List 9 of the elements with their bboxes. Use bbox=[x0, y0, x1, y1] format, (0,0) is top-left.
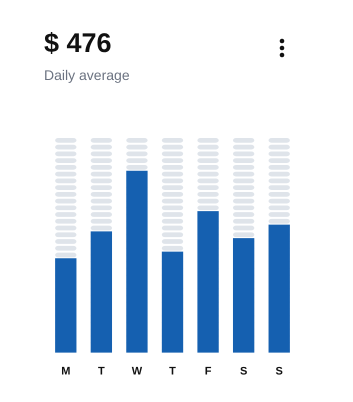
x-tick-label: M bbox=[61, 365, 70, 378]
x-tick-label: T bbox=[98, 365, 105, 378]
x-tick-label: T bbox=[169, 365, 176, 378]
x-tick-label: W bbox=[132, 365, 143, 378]
chart-title: $ 476 bbox=[44, 28, 113, 59]
x-tick-label: S bbox=[276, 365, 283, 378]
x-tick-label: F bbox=[204, 365, 212, 378]
x-tick-label: S bbox=[240, 365, 248, 378]
chart-subtitle: Daily average bbox=[44, 67, 131, 83]
